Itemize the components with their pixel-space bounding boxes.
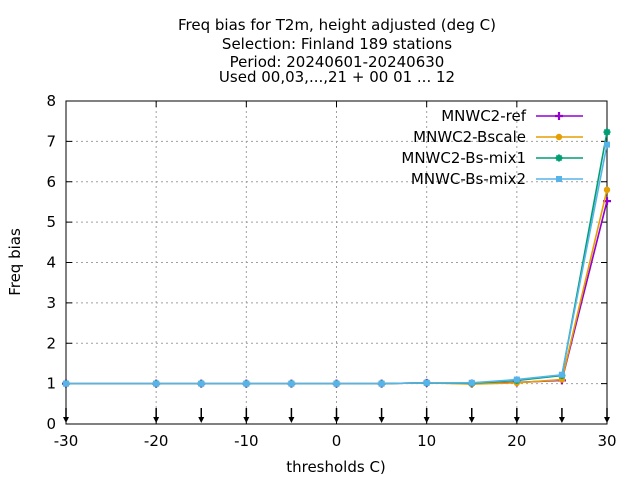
y-tick-label: 4	[46, 254, 56, 272]
data-point	[288, 380, 295, 387]
x-tick-label: -20	[144, 432, 169, 450]
data-point	[604, 141, 610, 148]
title-line-3: Period: 20240601-20240630	[230, 53, 445, 71]
legend-label: MNWC2-ref	[441, 107, 526, 125]
data-point	[423, 379, 430, 386]
data-point	[198, 380, 205, 387]
title-line-1: Freq bias for T2m, height adjusted (deg …	[178, 16, 496, 34]
data-point	[333, 380, 340, 387]
threshold-arrow-head	[558, 417, 565, 423]
legend: MNWC2-ref MNWC2-Bscale MNWC2-Bs-mix1 MNWC-B…	[401, 107, 583, 188]
data-point	[243, 380, 250, 387]
threshold-arrow-head	[468, 417, 475, 423]
data-point	[558, 371, 565, 378]
y-tick-label: 8	[46, 92, 56, 110]
y-tick-label: 5	[46, 213, 56, 231]
y-axis-label: Freq bias	[6, 228, 24, 296]
series-layer	[62, 128, 611, 388]
legend-label: MNWC2-Bscale	[413, 128, 526, 146]
legend-label: MNWC-Bs-mix2	[411, 170, 526, 188]
threshold-arrow-head	[198, 417, 205, 423]
data-point	[513, 376, 520, 383]
x-axis-label: thresholds C)	[286, 458, 386, 476]
threshold-arrow-head	[378, 417, 385, 423]
x-tick-label: 30	[597, 432, 616, 450]
legend-swatch-marker	[556, 176, 562, 182]
y-tick-label: 2	[46, 334, 56, 352]
title-line-4: Used 00,03,...,21 + 00 01 ... 12	[219, 68, 455, 86]
y-tick-label: 0	[46, 415, 56, 433]
y-tick-label: 1	[46, 375, 56, 393]
series-line-4	[66, 144, 608, 385]
data-point	[468, 379, 475, 386]
x-tick-label: 0	[332, 432, 342, 450]
x-tick-label: 10	[417, 432, 436, 450]
x-tick-label: -10	[234, 432, 259, 450]
data-point	[603, 128, 611, 136]
legend-swatch-marker	[555, 133, 563, 141]
data-point	[378, 380, 385, 387]
axis-ticks: -30 -20 -10 0 10 20 30 0 1 2 3 4 5 6 7 8	[46, 92, 616, 450]
y-tick-label: 3	[46, 294, 56, 312]
legend-swatch-marker	[555, 112, 563, 120]
grid	[66, 101, 607, 424]
data-point	[603, 186, 611, 194]
y-tick-label: 7	[46, 132, 56, 150]
data-point	[153, 380, 160, 387]
title-line-2: Selection: Finland 189 stations	[222, 35, 452, 53]
legend-label: MNWC2-Bs-mix1	[401, 149, 526, 167]
y-tick-label: 6	[46, 173, 56, 191]
chart-title: Freq bias for T2m, height adjusted (deg …	[178, 16, 496, 86]
data-point	[63, 380, 69, 387]
legend-swatch-marker	[555, 154, 563, 162]
threshold-arrow-head	[288, 417, 295, 423]
x-tick-label: -30	[54, 432, 79, 450]
x-tick-label: 20	[507, 432, 526, 450]
